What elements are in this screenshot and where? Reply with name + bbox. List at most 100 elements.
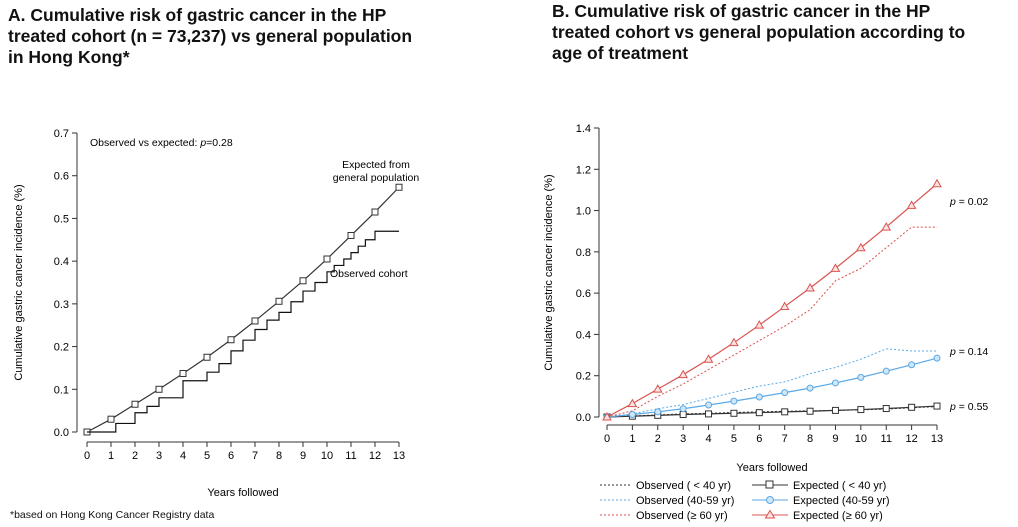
series-line [606, 226, 937, 418]
data-point [627, 398, 638, 408]
x-axis-label: Years followed [207, 487, 278, 499]
panel-a-annotation: Observed vs expected: p=0.28 [90, 137, 233, 149]
x-tick-label: 4 [705, 433, 711, 445]
panel-a-title-line: treated cohort (n = 73,237) vs general p… [8, 26, 413, 46]
data-point [881, 222, 892, 231]
legend-item: Expected (40-59 yr) [752, 495, 890, 507]
data-point [679, 405, 687, 413]
series-line [606, 405, 938, 418]
data-point [155, 385, 163, 393]
y-tick-label: 0.7 [54, 128, 69, 140]
panel-b-p-label: p = 0.14 [949, 346, 988, 358]
panel-b-p-label: p = 0.55 [949, 401, 988, 413]
x-tick-label: 9 [300, 450, 306, 462]
data-point [729, 337, 739, 347]
data-point [179, 369, 187, 377]
legend-label: Expected (40-59 yr) [793, 495, 890, 507]
x-tick-label: 1 [629, 433, 635, 445]
panel-b-title-line: treated cohort vs general population acc… [552, 22, 966, 42]
series-line [606, 348, 937, 418]
x-tick-label: 0 [84, 450, 90, 462]
data-point [323, 255, 331, 263]
x-tick-label: 11 [345, 450, 356, 462]
data-point [678, 369, 689, 379]
y-axis-label: Cumulative gastric cancer incidence (%) [13, 184, 25, 380]
data-point [933, 402, 941, 410]
panel-b-p-label: p = 0.02 [949, 196, 988, 208]
legend-item: Observed (≥ 60 yr) [600, 510, 728, 522]
x-tick-label: 6 [228, 450, 234, 462]
data-point [652, 384, 663, 393]
y-tick-label: 0.2 [576, 371, 591, 383]
data-point [347, 232, 355, 240]
data-point [857, 373, 865, 381]
panel-a-plot: 0.00.10.20.30.40.50.60.70 1 2 3 4 5 6 7 8 9 10 11 12… [13, 128, 405, 499]
data-point [275, 297, 283, 305]
data-point [107, 415, 115, 423]
data-point [806, 407, 814, 415]
data-point [395, 183, 403, 191]
data-point [906, 200, 917, 209]
x-tick-label: 6 [756, 433, 762, 445]
y-tick-label: 0.3 [54, 299, 69, 311]
series-line [606, 406, 938, 418]
x-tick-label: 3 [680, 433, 686, 445]
x-tick-label: 10 [855, 433, 867, 445]
x-tick-label: 9 [832, 433, 838, 445]
y-tick-label: 0.6 [54, 171, 69, 183]
y-tick-label: 0.1 [54, 384, 69, 396]
panel-b-title-line: age of treatment [552, 43, 689, 63]
y-tick-label: 0.0 [54, 427, 69, 439]
panel-a-expected-label: Expected from [342, 159, 410, 171]
panel-a-observed-label: Observed cohort [330, 268, 408, 280]
data-point [908, 403, 916, 411]
y-tick-label: 1.2 [576, 164, 591, 176]
y-tick-label: 0.0 [576, 412, 591, 424]
data-point [705, 410, 713, 418]
x-tick-label: 5 [731, 433, 737, 445]
data-point [781, 408, 789, 416]
y-tick-label: 1.0 [576, 206, 591, 218]
data-point [703, 354, 714, 363]
legend-label: Observed (40-59 yr) [636, 495, 734, 507]
y-tick-label: 0.4 [54, 256, 69, 268]
legend-item: Observed ( < 40 yr) [600, 480, 731, 492]
data-point [131, 400, 139, 408]
data-point [932, 178, 942, 188]
data-point [831, 379, 839, 387]
data-point [299, 277, 307, 285]
legend-label: Expected ( < 40 yr) [793, 480, 886, 492]
x-tick-label: 3 [156, 450, 162, 462]
data-point [830, 263, 841, 272]
series-line [606, 183, 938, 418]
x-axis-label: Years followed [736, 462, 807, 474]
panel-a-expected-label: general population [333, 172, 420, 184]
data-point [755, 409, 763, 417]
data-point [227, 336, 235, 344]
data-point [203, 353, 211, 361]
data-point [679, 411, 687, 419]
data-point [806, 384, 814, 392]
legend-item: Expected (≥ 60 yr) [752, 509, 883, 522]
x-tick-label: 5 [204, 450, 210, 462]
data-point [882, 405, 890, 413]
data-point [831, 406, 839, 414]
series-line [86, 186, 400, 433]
data-point [857, 406, 865, 414]
x-tick-label: 0 [604, 433, 610, 445]
x-tick-label: 4 [180, 450, 186, 462]
data-point [705, 401, 713, 409]
x-tick-label: 8 [276, 450, 282, 462]
panel-b-title: B. Cumulative risk of gastric cancer in … [552, 1, 1012, 64]
x-tick-label: 1 [108, 450, 114, 462]
y-tick-label: 0.2 [54, 342, 69, 354]
x-tick-label: 2 [132, 450, 138, 462]
y-tick-label: 0.4 [576, 329, 591, 341]
data-point [755, 393, 763, 401]
panel-b-plot: 0.00.20.40.60.81.01.21.40 1 2 3 4 5 6 7 8 9 10 11 12… [543, 123, 943, 474]
data-point [754, 320, 765, 329]
y-tick-label: 1.4 [576, 123, 591, 135]
x-tick-label: 10 [321, 450, 333, 462]
y-tick-label: 0.6 [576, 288, 591, 300]
x-tick-label: 8 [807, 433, 813, 445]
